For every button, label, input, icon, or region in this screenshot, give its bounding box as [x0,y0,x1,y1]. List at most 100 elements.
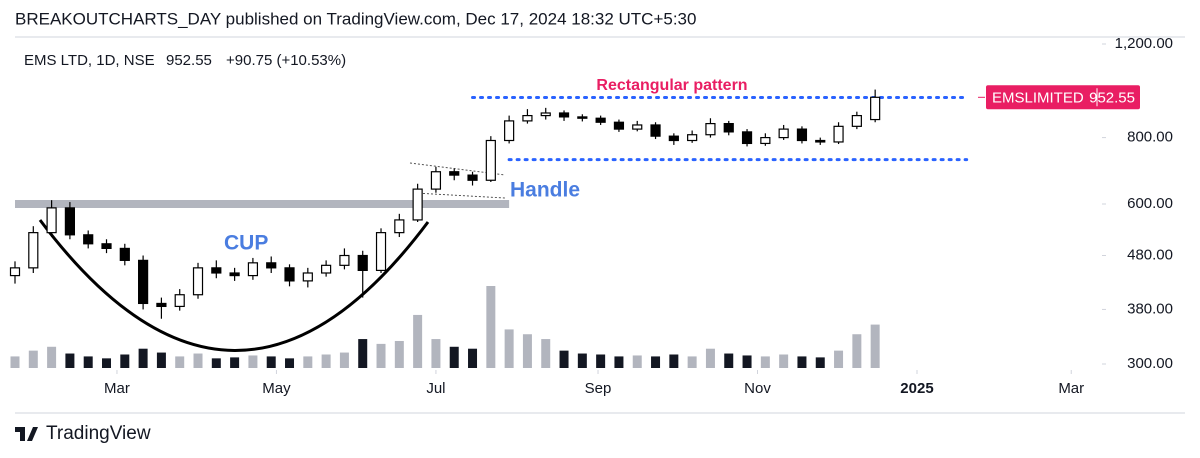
volume-bar [102,358,112,368]
cup-curve [38,219,430,352]
candle-body [650,124,661,137]
volume-bar [83,356,93,368]
volume-bar [541,339,551,368]
candle-body [83,234,94,245]
volume-bar [742,355,752,368]
candle-body [101,243,112,250]
candle-body [302,272,313,282]
volume-bar [138,348,148,368]
candle-body [687,134,698,142]
price-tag-value: 952.55 [1089,89,1135,106]
volume-bar [193,353,203,368]
candle-body [558,112,570,118]
volume-bar [321,354,331,368]
volume-bar [486,286,496,368]
y-tick-label: 1,200.00 [1115,35,1173,52]
handle-label: Handle [510,179,580,202]
candle-body [668,135,679,142]
candle-body [412,188,423,221]
tradingview-logo [15,427,38,441]
last-price: 952.55 [166,52,212,69]
candle-body [321,264,332,274]
candle-body [247,262,259,277]
brand: TradingView [46,423,151,444]
candle-body [9,267,21,277]
volume-bar [852,334,862,368]
volume-bar [303,356,313,368]
volume-bar [230,357,240,368]
volume-bar [431,339,441,368]
volume-bar [468,348,478,368]
candle-body [613,121,625,130]
candle-body [375,232,387,272]
candle-body [467,174,478,181]
volume-bar [834,350,844,368]
candle-body [229,272,240,277]
candle-body [870,96,881,121]
volume-bar [724,353,734,368]
volume-bar [339,352,349,368]
y-tick-label: 600.00 [1127,195,1173,212]
symbol: EMS LTD, 1D, NSE [24,52,155,69]
candle-body [778,128,789,139]
volume-bar [651,356,661,368]
volume-bar [870,324,880,368]
candle-body [741,131,753,145]
candle-body [522,114,533,122]
volume-bar [211,358,221,368]
volume-bar [614,356,624,368]
candle-body [119,247,130,261]
volume-bar [504,329,514,368]
volume-bar [669,354,679,368]
candle-body [632,124,643,130]
volume-bar [815,357,825,368]
candle-body [156,302,167,308]
candle-body [28,232,39,269]
volume-bar [10,356,20,368]
candle-body [540,112,551,117]
volume-bar [632,355,642,368]
candle-body [138,259,149,305]
volume-bar [413,314,423,368]
volume-bar [394,340,404,368]
x-tick-label: Nov [744,380,771,397]
candle-body [357,254,368,272]
candle-body [851,114,862,127]
volume-bar [687,356,697,368]
candle-body [46,207,57,234]
price-tag-box [986,85,1140,110]
candle-body [192,267,204,296]
cup-label: CUP [224,232,268,255]
candle-body [449,171,460,176]
y-tick-label: 480.00 [1127,246,1173,263]
volume-bar [797,356,807,368]
volume-bar [596,354,606,368]
candle-body [595,117,606,123]
volume-bar [705,348,715,368]
y-tick-label: 300.00 [1127,355,1173,372]
candle-body [211,267,222,274]
rectangle-label: Rectangular pattern [596,77,747,94]
candle-body [266,262,277,269]
candle-body [796,128,808,142]
publish-header: BREAKOUTCHARTS_DAY published on TradingV… [15,9,696,28]
volume-bar [248,355,258,368]
volume-bar [559,350,569,368]
candle-body [504,120,515,142]
handle-channel [414,192,506,199]
candle-body [833,125,844,143]
y-tick-label: 800.00 [1127,129,1173,146]
price-tag-name: EMSLIMITED [992,89,1084,106]
volume-bar [156,352,166,368]
volume-bar [522,334,532,368]
candle-body [760,136,771,145]
x-tick-label: Jul [426,380,445,397]
x-tick-label: Mar [104,380,130,397]
change: +90.75 (+10.53%) [226,52,346,69]
volume-bar [358,339,368,368]
x-tick-label: Sep [585,380,612,397]
volume-bar [47,346,57,368]
y-tick-label: 380.00 [1127,300,1173,317]
